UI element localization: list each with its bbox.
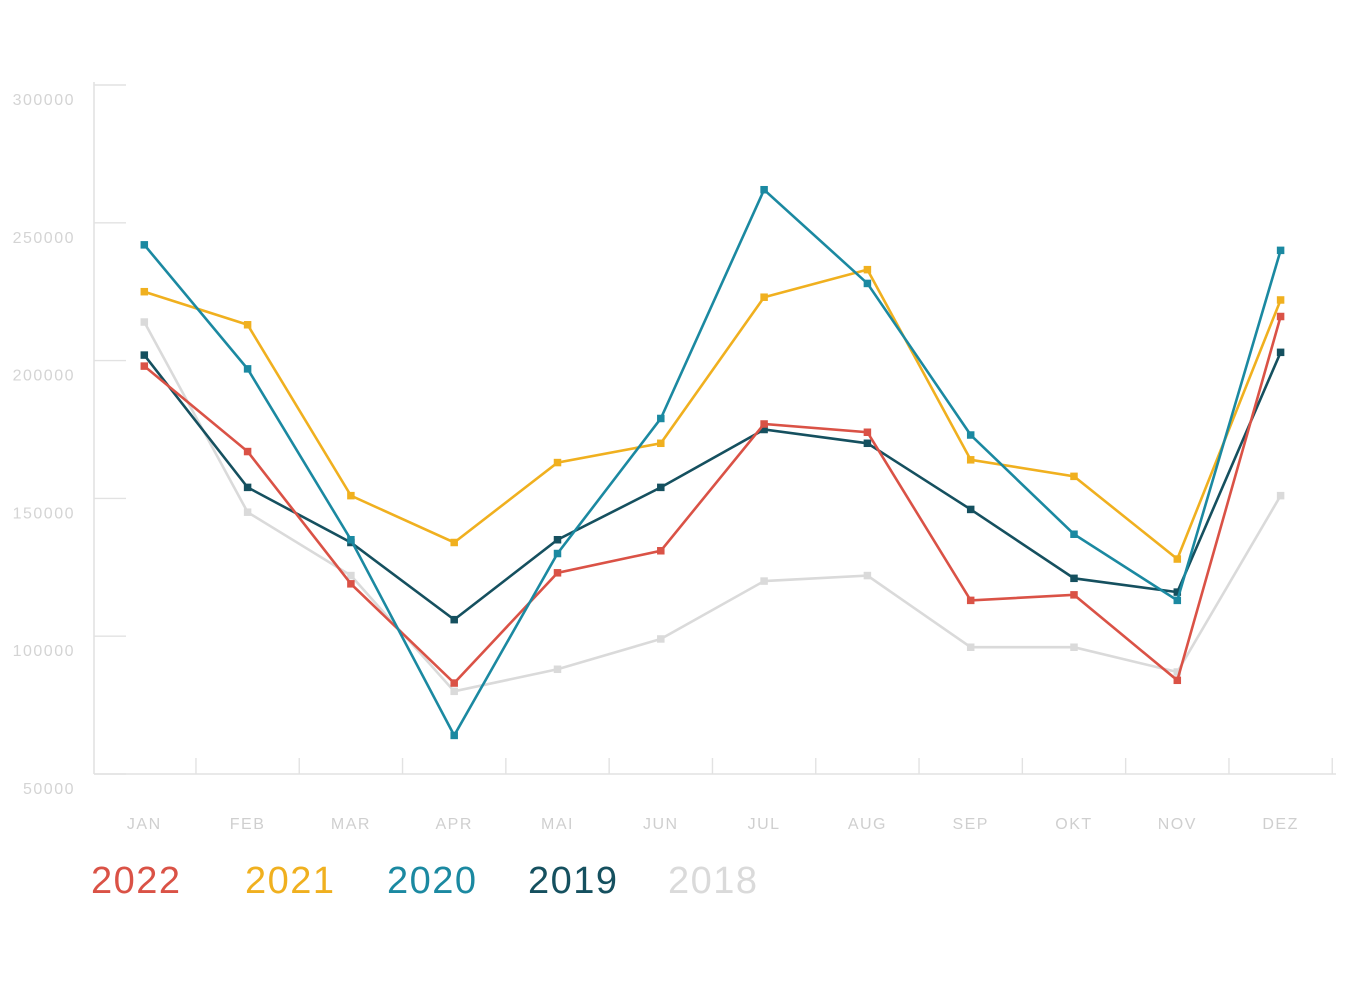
series-marker-2018 [1173, 668, 1182, 676]
x-tick-label: JUN [643, 816, 679, 833]
series-marker-2018 [760, 577, 768, 585]
y-tick-label: 50000 [23, 781, 75, 798]
series-line-2019 [143, 351, 1282, 622]
x-tick-label: AUG [848, 816, 887, 833]
series-marker-2020 [243, 365, 252, 373]
series-marker-2020 [347, 535, 355, 544]
series-marker-2018 [450, 687, 458, 696]
series-marker-2020 [863, 279, 872, 288]
series-marker-2020 [1173, 596, 1182, 605]
series-marker-2020 [140, 241, 149, 249]
series-marker-2022 [1173, 676, 1182, 685]
series-marker-2020 [1070, 530, 1078, 538]
series-marker-2022 [1276, 312, 1285, 321]
series-marker-2021 [243, 321, 252, 329]
x-tick-label: MAI [541, 816, 574, 833]
series-marker-2021 [1173, 555, 1182, 563]
series-marker-2021 [1276, 296, 1285, 304]
series-marker-2018 [863, 571, 872, 580]
series-marker-2018 [140, 318, 149, 326]
series-marker-2020 [1276, 246, 1285, 255]
x-tick-label: OKT [1055, 816, 1092, 833]
series-marker-2020 [966, 431, 975, 439]
series-marker-2019 [657, 483, 665, 492]
series-marker-2019 [1070, 574, 1078, 583]
y-tick-label: 150000 [13, 505, 75, 522]
series-line-2022 [143, 316, 1282, 685]
series-marker-2021 [657, 439, 665, 448]
series-marker-2022 [760, 420, 768, 428]
x-tick-label: NOV [1158, 816, 1197, 833]
series-marker-2019 [450, 615, 458, 624]
x-tick-label: MAR [331, 816, 371, 833]
series-marker-2021 [140, 287, 149, 296]
y-tick-label: 200000 [13, 368, 75, 385]
series-marker-2021 [966, 456, 975, 464]
series-marker-2021 [553, 458, 562, 467]
series-marker-2019 [243, 483, 252, 492]
series-marker-2021 [760, 293, 768, 301]
x-tick-label: FEB [230, 816, 266, 833]
series-marker-2020 [553, 549, 562, 558]
x-tick-label: SEP [952, 816, 989, 833]
series-marker-2019 [1173, 588, 1182, 596]
y-tick-label: 100000 [13, 643, 75, 660]
series-marker-2022 [863, 428, 872, 437]
series-marker-2022 [347, 580, 355, 588]
series-marker-2020 [760, 185, 768, 194]
series-marker-2018 [347, 571, 355, 580]
series-marker-2022 [966, 596, 975, 605]
series-marker-2022 [1070, 591, 1078, 599]
series-marker-2022 [450, 679, 458, 687]
x-tick-label: JAN [127, 816, 162, 833]
series-line-2021 [143, 268, 1282, 562]
series-marker-2018 [657, 635, 665, 643]
series-marker-2020 [657, 414, 665, 423]
series-marker-2021 [450, 538, 458, 547]
series-marker-2021 [1070, 472, 1078, 481]
series-marker-2020 [450, 731, 458, 740]
series-marker-2019 [1276, 348, 1285, 357]
series-marker-2019 [760, 425, 768, 434]
series-marker-2021 [347, 491, 355, 500]
series-marker-2018 [1276, 491, 1285, 500]
series-marker-2018 [243, 508, 252, 516]
series-marker-2022 [553, 569, 562, 577]
x-tick-label: JUL [748, 816, 781, 833]
series-marker-2018 [1070, 643, 1078, 651]
series-marker-2022 [243, 447, 252, 456]
series-marker-2022 [140, 362, 149, 370]
series-marker-2022 [657, 547, 665, 555]
series-line-2018 [143, 321, 1282, 693]
series-marker-2019 [140, 351, 149, 359]
series-line-2020 [143, 187, 1282, 739]
y-tick-label: 300000 [13, 92, 75, 109]
series-marker-2018 [966, 643, 975, 651]
y-tick-label: 250000 [13, 230, 75, 247]
series-marker-2019 [553, 535, 562, 544]
series-marker-2018 [553, 665, 562, 674]
x-tick-label: DEZ [1262, 816, 1299, 833]
series-marker-2021 [863, 265, 872, 274]
x-tick-label: APR [435, 816, 472, 833]
series-marker-2019 [863, 439, 872, 448]
series-marker-2019 [966, 505, 975, 514]
